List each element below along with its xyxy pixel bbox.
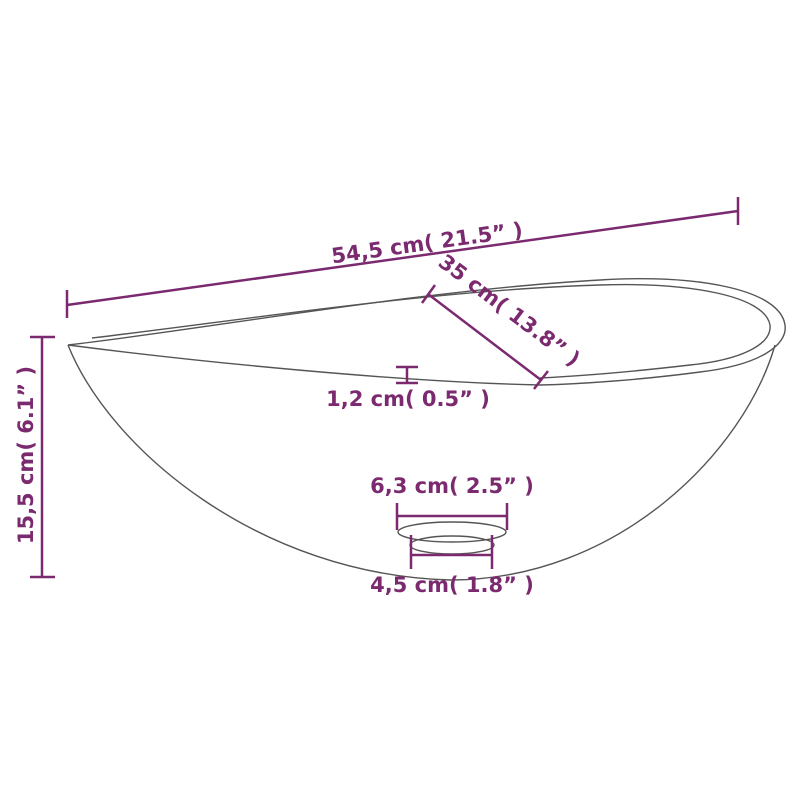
drain-inner: [409, 535, 495, 555]
drain-outer-label: 6,3 cm( 2.5” ): [370, 474, 534, 498]
rim-thickness-dimension: 1,2 cm( 0.5” ): [326, 365, 490, 411]
drain-inner-label: 4,5 cm( 1.8” ): [370, 573, 534, 597]
drain-outer: [397, 521, 507, 543]
rim-inner: [91, 283, 771, 379]
length-label: 54,5 cm( 21.5” ): [330, 218, 524, 269]
height-label: 15,5 cm( 6.1” ): [14, 366, 38, 544]
rim-thickness-label: 1,2 cm( 0.5” ): [326, 387, 490, 411]
basin-outline: [67, 278, 786, 581]
drain-outer-dimension: 6,3 cm( 2.5” ): [370, 474, 534, 530]
height-dimension: 15,5 cm( 6.1” ): [14, 335, 55, 579]
drain-inner-dimension: 4,5 cm( 1.8” ): [370, 535, 534, 597]
width-label: 35 cm( 13.8” ): [434, 250, 584, 372]
bowl-body: [67, 344, 776, 581]
width-dimension: 35 cm( 13.8” ): [420, 250, 584, 390]
